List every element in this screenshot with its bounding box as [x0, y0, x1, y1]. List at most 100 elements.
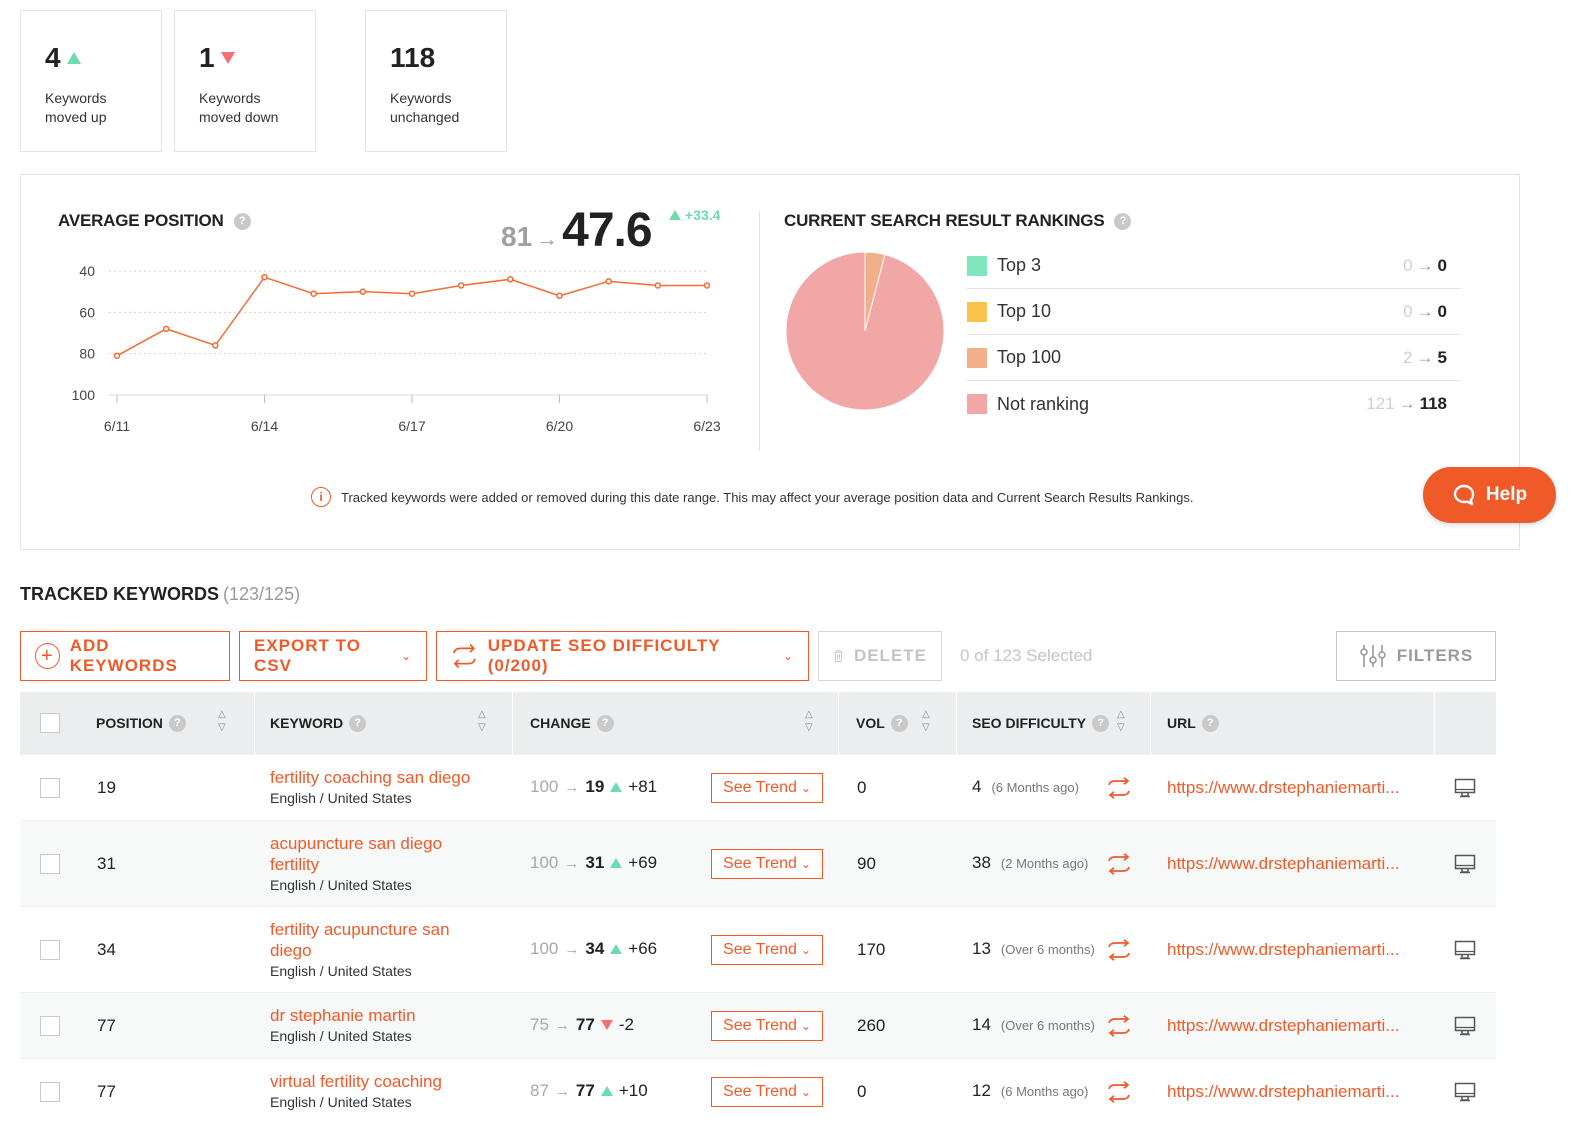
- see-trend-label: See Trend: [723, 779, 797, 796]
- refresh-arrows-icon[interactable]: [1106, 777, 1132, 799]
- sort-icon[interactable]: △ ▽: [218, 709, 226, 733]
- row-checkbox[interactable]: [40, 778, 60, 798]
- summary-card-unchanged: 118 Keywords unchanged: [365, 10, 507, 152]
- help-question-icon[interactable]: ?: [1092, 714, 1110, 732]
- data-point[interactable]: [408, 290, 416, 297]
- data-point[interactable]: [162, 325, 170, 333]
- keyword-link[interactable]: dr stephanie martin: [270, 1006, 416, 1025]
- legend-from: 121: [1366, 394, 1395, 413]
- avg-to: 47.6: [562, 204, 652, 257]
- help-question-icon[interactable]: ?: [1114, 212, 1132, 230]
- keyword-link[interactable]: acupuncture san diego fertility: [270, 833, 443, 874]
- sort-icon[interactable]: △ ▽: [922, 709, 930, 733]
- help-question-icon[interactable]: ?: [168, 714, 186, 732]
- refresh-arrows-icon[interactable]: [1106, 1081, 1132, 1103]
- keyword-link[interactable]: fertility coaching san diego: [270, 768, 471, 787]
- x-tick-label: 6/20: [546, 418, 573, 434]
- desktop-monitor-icon: [1454, 854, 1476, 874]
- sort-icon[interactable]: △ ▽: [805, 709, 813, 733]
- chevron-down-icon: ⌄: [800, 781, 811, 795]
- keyword-link[interactable]: fertility acupuncture san diego: [270, 919, 450, 960]
- sort-icon[interactable]: △ ▽: [1117, 709, 1125, 733]
- header-keyword[interactable]: KEYWORD?: [270, 692, 367, 754]
- help-question-icon[interactable]: ?: [233, 212, 251, 230]
- legend-row: Not ranking 121 → 118: [967, 381, 1461, 427]
- refresh-arrows-icon[interactable]: [1106, 939, 1132, 961]
- export-csv-button[interactable]: EXPORT TO CSV ⌄: [239, 631, 427, 681]
- row-position: 34: [97, 940, 116, 959]
- row-url-link[interactable]: https://www.drstephaniemarti...: [1167, 778, 1400, 797]
- data-point[interactable]: [212, 342, 219, 349]
- row-position: 31: [97, 854, 116, 873]
- info-icon: i: [311, 487, 331, 507]
- see-trend-button[interactable]: See Trend ⌄: [711, 935, 823, 965]
- keyword-locale: English / United States: [270, 1094, 412, 1110]
- select-all-checkbox[interactable]: [40, 713, 60, 733]
- row-url-link[interactable]: https://www.drstephaniemarti...: [1167, 1016, 1400, 1035]
- row-vol: 0: [857, 1082, 867, 1101]
- header-keyword-label: KEYWORD: [270, 715, 344, 731]
- row-checkbox[interactable]: [40, 1082, 60, 1102]
- row-url-link[interactable]: https://www.drstephaniemarti...: [1167, 1082, 1400, 1101]
- data-point[interactable]: [507, 276, 514, 283]
- header-vol[interactable]: VOL?: [856, 692, 908, 754]
- data-point[interactable]: [261, 273, 268, 281]
- seo-value: 13: [972, 939, 991, 958]
- see-trend-button[interactable]: See Trend ⌄: [711, 849, 823, 879]
- row-url-link[interactable]: https://www.drstephaniemarti...: [1167, 940, 1400, 959]
- desktop-monitor-icon: [1454, 1016, 1476, 1036]
- help-question-icon[interactable]: ?: [890, 714, 908, 732]
- keyword-locale: English / United States: [270, 876, 412, 893]
- unchanged-label-2: unchanged: [390, 109, 460, 125]
- row-url-link[interactable]: https://www.drstephaniemarti...: [1167, 854, 1400, 873]
- row-checkbox[interactable]: [40, 854, 60, 874]
- header-position[interactable]: POSITION?: [96, 692, 186, 754]
- sort-icon[interactable]: △ ▽: [478, 709, 486, 733]
- delete-button[interactable]: DELETE: [818, 631, 942, 681]
- help-question-icon[interactable]: ?: [596, 714, 614, 732]
- tracked-notice: i Tracked keywords were added or removed…: [311, 487, 1193, 507]
- see-trend-label: See Trend: [723, 1017, 797, 1034]
- refresh-arrows-icon[interactable]: [1106, 853, 1132, 875]
- data-point[interactable]: [457, 282, 465, 289]
- x-tick-label: 6/17: [398, 418, 425, 434]
- data-point[interactable]: [605, 278, 612, 285]
- help-question-icon[interactable]: ?: [1201, 714, 1219, 732]
- data-point[interactable]: [310, 290, 317, 297]
- data-point[interactable]: [654, 282, 662, 289]
- keyword-link[interactable]: virtual fertility coaching: [270, 1072, 442, 1091]
- update-seo-difficulty-button[interactable]: UPDATE SEO DIFFICULTY (0/200) ⌄: [436, 631, 809, 681]
- add-keywords-button[interactable]: + ADD KEYWORDS: [20, 631, 230, 681]
- data-point[interactable]: [556, 292, 563, 300]
- filters-button[interactable]: FILTERS: [1336, 631, 1496, 681]
- delete-label: DELETE: [853, 646, 927, 665]
- data-point[interactable]: [703, 282, 711, 289]
- row-position: 77: [97, 1016, 116, 1035]
- header-change[interactable]: CHANGE?: [530, 692, 614, 754]
- selected-count: 0 of 123 Selected: [960, 646, 1093, 665]
- table-header: POSITION? △ ▽ KEYWORD? △ ▽ CHANGE? △ ▽ VOL?…: [20, 692, 1496, 754]
- change-cell: 87 → 77 +10: [530, 1081, 648, 1100]
- see-trend-button[interactable]: See Trend ⌄: [711, 773, 823, 803]
- seo-ago: (2 Months ago): [1000, 855, 1089, 871]
- row-checkbox[interactable]: [40, 1016, 60, 1036]
- help-button[interactable]: Help: [1423, 467, 1556, 523]
- header-url[interactable]: URL?: [1167, 692, 1219, 754]
- down-triangle-icon: [600, 1020, 613, 1030]
- help-question-icon[interactable]: ?: [349, 714, 367, 732]
- row-checkbox[interactable]: [40, 940, 60, 960]
- data-point[interactable]: [113, 352, 121, 359]
- tracked-keywords-count: (123/125): [223, 584, 301, 604]
- header-seo-difficulty[interactable]: SEO DIFFICULTY?: [972, 692, 1110, 754]
- refresh-arrows-icon[interactable]: [1106, 1015, 1132, 1037]
- stats-panel: AVERAGE POSITION ? 81 → 47.6 +33.4 40 60 8…: [20, 174, 1520, 550]
- header-position-label: POSITION: [96, 715, 163, 731]
- notice-text: Tracked keywords were added or removed d…: [341, 489, 1194, 505]
- add-keywords-label: ADD KEYWORDS: [69, 636, 178, 675]
- data-point[interactable]: [359, 288, 367, 295]
- keywords-table: POSITION? △ ▽ KEYWORD? △ ▽ CHANGE? △ ▽ VOL?…: [20, 692, 1496, 1124]
- see-trend-button[interactable]: See Trend ⌄: [711, 1077, 823, 1107]
- seo-cell: 38 (2 Months ago): [972, 853, 1088, 873]
- see-trend-button[interactable]: See Trend ⌄: [711, 1011, 823, 1041]
- pie-slice[interactable]: [785, 251, 945, 411]
